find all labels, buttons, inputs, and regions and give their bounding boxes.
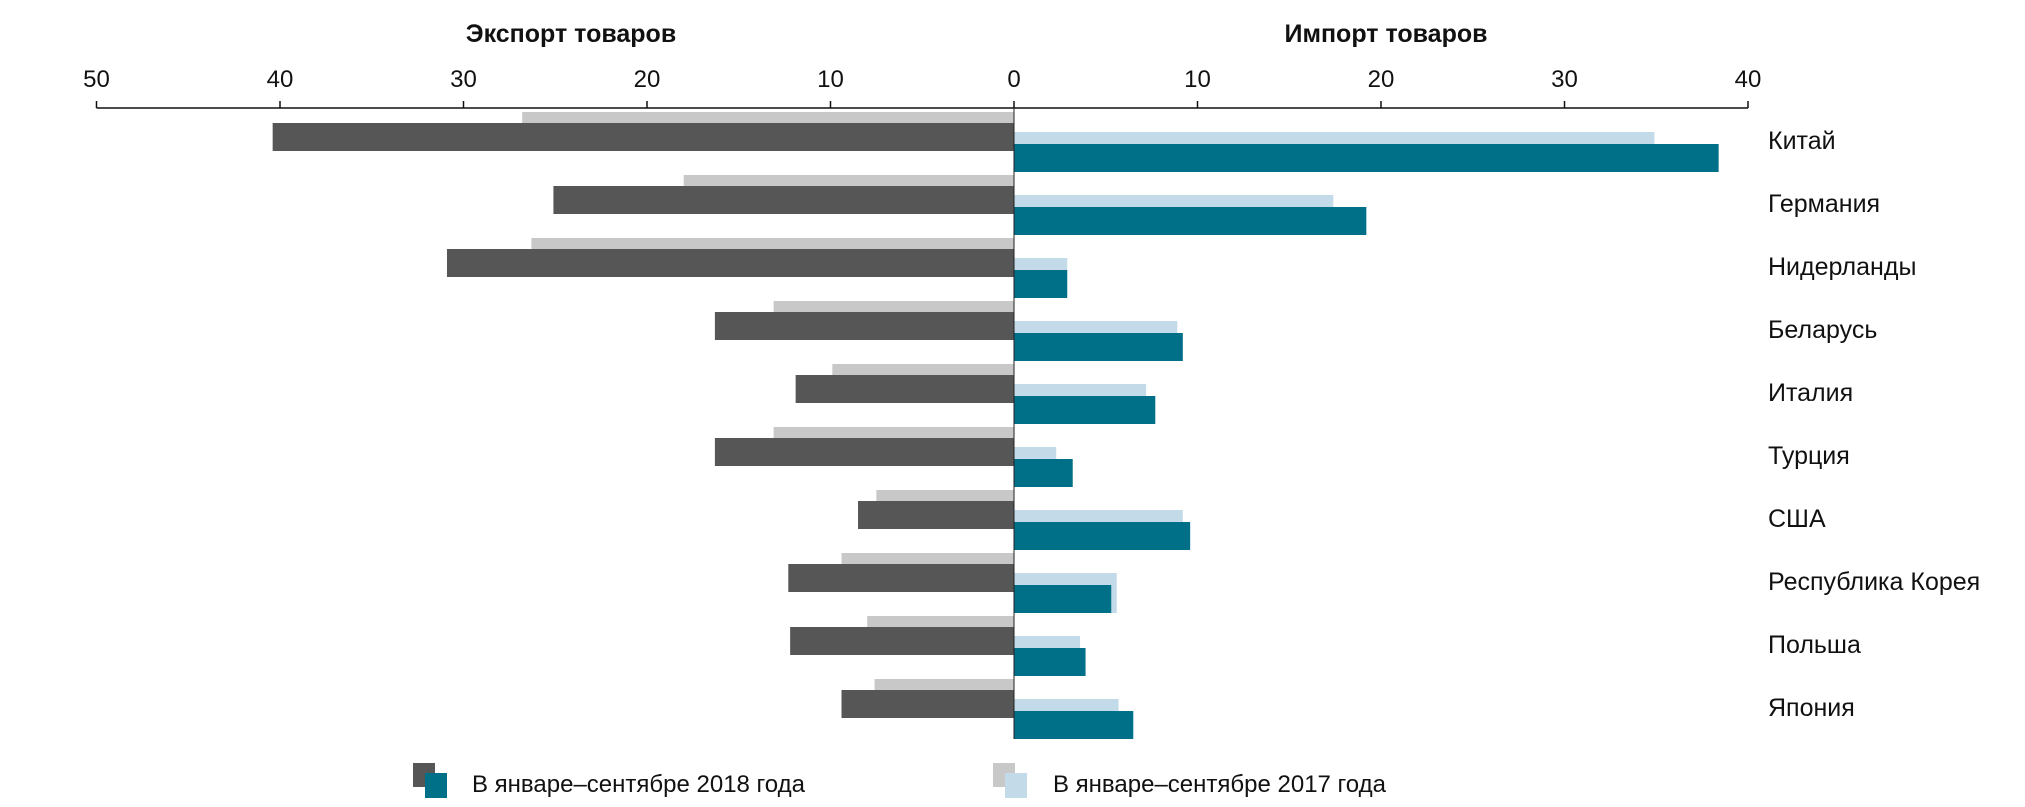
category-label: Италия (1768, 379, 1853, 407)
tick-label: 40 (267, 66, 294, 93)
category-label: Китай (1768, 127, 1836, 155)
bar-import-2018 (1014, 711, 1134, 739)
tick-label: 0 (1007, 66, 1020, 93)
category-label: Япония (1768, 694, 1855, 722)
bar-export-2018 (553, 186, 1014, 214)
tick-label: 20 (634, 66, 661, 93)
bar-export-2018 (714, 438, 1014, 466)
category-label: Польша (1768, 631, 1861, 659)
bar-import-2018 (1014, 333, 1183, 361)
legend-label-2017: В январе–сентябре 2017 года (1053, 771, 1387, 798)
tick-label: 30 (450, 66, 477, 93)
import-title: Импорт товаров (1284, 20, 1487, 48)
bar-import-2018 (1014, 207, 1367, 235)
bar-import-2018 (1014, 522, 1191, 550)
category-label: Республика Корея (1768, 568, 1980, 596)
bar-export-2018 (714, 312, 1014, 340)
export-title: Экспорт товаров (466, 20, 676, 48)
bars (272, 108, 1719, 739)
legend: В январе–сентябре 2018 года В январе–сен… (413, 763, 1387, 798)
tick-label: 30 (1551, 66, 1578, 93)
bar-export-2018 (790, 627, 1014, 655)
category-label: Германия (1768, 190, 1880, 218)
bar-import-2018 (1014, 144, 1719, 172)
category-label: Турция (1768, 442, 1850, 470)
tick-label: 10 (1184, 66, 1211, 93)
tick-label: 40 (1735, 66, 1762, 93)
bar-import-2018 (1014, 396, 1156, 424)
category-label: Беларусь (1768, 316, 1877, 344)
bar-import-2018 (1014, 270, 1068, 298)
category-label: Нидерланды (1768, 253, 1916, 281)
category-labels: Китай Германия Нидерланды Беларусь Италия Тур… (1768, 127, 1980, 722)
bar-import-2018 (1014, 648, 1086, 676)
bar-export-2018 (788, 564, 1014, 592)
bar-import-2018 (1014, 585, 1112, 613)
legend-label-2018: В январе–сентябре 2018 года (472, 771, 806, 798)
bar-export-2018 (841, 690, 1014, 718)
bar-export-2018 (272, 123, 1014, 151)
x-axis: 0 10 20 30 40 50 10 20 30 40 (83, 66, 1762, 109)
tick-label: 10 (817, 66, 844, 93)
bar-export-2018 (858, 501, 1014, 529)
bar-export-2018 (795, 375, 1014, 403)
bar-import-2018 (1014, 459, 1073, 487)
legend-swatch-import-2017 (1005, 773, 1027, 798)
tick-label: 50 (83, 66, 110, 93)
legend-swatch-import-2018 (425, 773, 447, 798)
bar-export-2018 (446, 249, 1014, 277)
category-label: США (1768, 505, 1826, 533)
tick-label: 20 (1368, 66, 1395, 93)
